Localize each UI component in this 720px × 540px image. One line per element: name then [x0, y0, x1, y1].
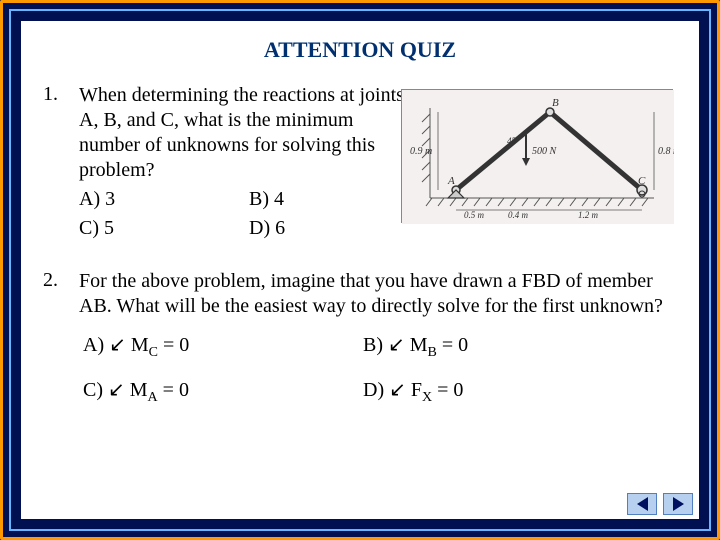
slide-frame: ATTENTION QUIZ 1. When determining the r… [0, 0, 720, 540]
q1-opt-a: A) 3 [79, 187, 249, 212]
seg3: 1.2 m [578, 210, 599, 220]
question-2: 2. For the above problem, imagine that y… [43, 269, 677, 406]
arrow-right-icon [673, 497, 684, 511]
dim-left: 0.9 m [410, 146, 432, 157]
angle-label: 45° [507, 136, 520, 146]
q2-options: A) ↙ MC = 0 B) ↙ MB = 0 C) ↙ MA = 0 D) ↙… [83, 333, 677, 406]
slide-content: ATTENTION QUIZ 1. When determining the r… [21, 21, 699, 519]
label-C: C [638, 175, 646, 187]
force-label: 500 N [532, 146, 558, 157]
next-button[interactable] [663, 493, 693, 515]
q1-opt-d: D) 6 [249, 216, 419, 241]
seg2: 0.4 m [508, 210, 529, 220]
slide-title: ATTENTION QUIZ [43, 37, 677, 63]
seg1: 0.5 m [464, 210, 485, 220]
q2-opt-d: D) ↙ FX = 0 [363, 378, 643, 407]
figure-svg: 0.9 m 0.8 m 500 N 45° 0.5 m 0.4 m 1.2 m … [402, 90, 674, 224]
q1-number: 1. [43, 83, 69, 106]
label-B: B [552, 97, 559, 109]
q1-opt-b: B) 4 [249, 187, 419, 212]
q2-opt-b: B) ↙ MB = 0 [363, 333, 643, 362]
q2-body: For the above problem, imagine that you … [79, 269, 677, 406]
arrow-left-icon [637, 497, 648, 511]
label-A: A [447, 175, 455, 187]
q1-text: When determining the reactions at joints… [79, 83, 409, 183]
truss-figure: 0.9 m 0.8 m 500 N 45° 0.5 m 0.4 m 1.2 m … [401, 89, 673, 223]
q2-number: 2. [43, 269, 69, 292]
q1-opt-c: C) 5 [79, 216, 249, 241]
dim-right: 0.8 m [658, 146, 674, 157]
q2-text: For the above problem, imagine that you … [79, 269, 677, 319]
q2-opt-a: A) ↙ MC = 0 [83, 333, 363, 362]
prev-button[interactable] [627, 493, 657, 515]
nav-controls [627, 493, 693, 515]
q2-opt-c: C) ↙ MA = 0 [83, 378, 363, 407]
